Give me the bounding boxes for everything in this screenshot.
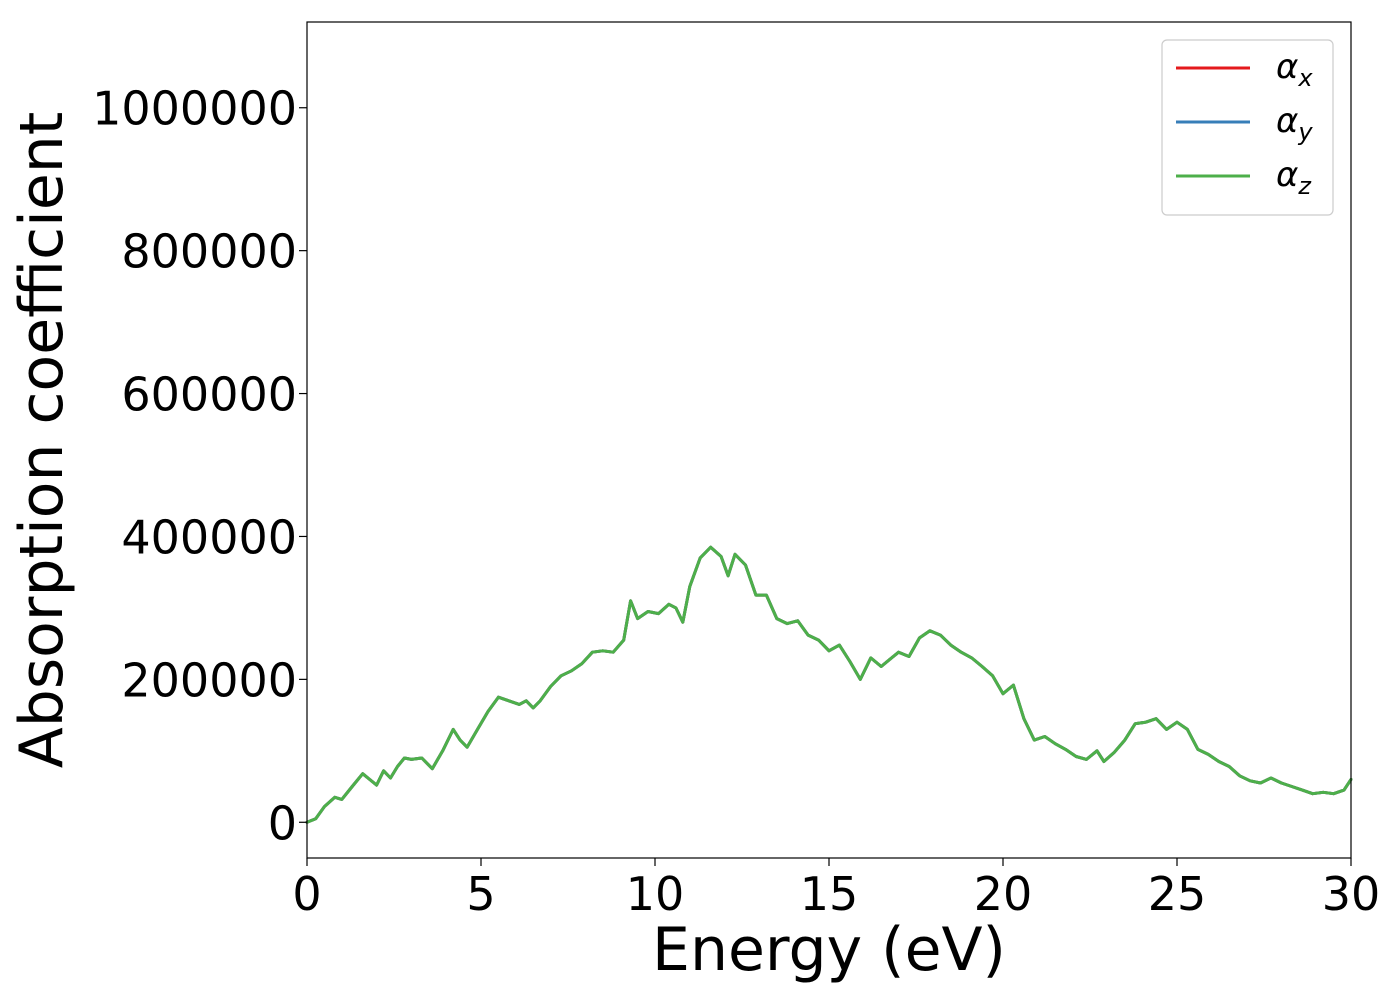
x-tick-label: 25 — [1148, 867, 1207, 921]
y-tick-label: 400000 — [121, 510, 297, 564]
x-tick-label: 30 — [1322, 867, 1381, 921]
y-tick-label: 0 — [268, 796, 297, 850]
y-tick-label: 800000 — [121, 225, 297, 279]
x-axis-label: Energy (eV) — [652, 915, 1006, 985]
legend-label-3: αz — [1276, 155, 1312, 200]
x-tick-label: 10 — [626, 867, 685, 921]
legend-box — [1161, 39, 1334, 216]
series-line-1 — [305, 545, 1353, 824]
series-layer — [305, 545, 1353, 824]
y-tick-label: 200000 — [121, 653, 297, 707]
y-tick-label: 600000 — [121, 368, 297, 422]
y-axis-ticks: 0 200000 400000 600000 800000 1000000 — [92, 82, 307, 850]
legend-items: αx αy αz — [1176, 47, 1313, 200]
y-tick-label: 1000000 — [92, 82, 297, 136]
x-axis-ticks: 0 5 10 15 20 25 30 — [292, 858, 1380, 921]
x-tick-label: 0 — [292, 867, 321, 921]
series-line-3 — [305, 545, 1353, 824]
legend-label-1: αx — [1276, 47, 1313, 92]
y-axis-label: Absorption coefficient — [7, 112, 77, 769]
legend: αx αy αz — [1161, 39, 1334, 216]
x-tick-label: 5 — [466, 867, 495, 921]
x-tick-label: 15 — [800, 867, 859, 921]
series-line-2 — [305, 545, 1353, 824]
x-tick-label: 20 — [974, 867, 1033, 921]
legend-label-2: αy — [1276, 101, 1313, 146]
